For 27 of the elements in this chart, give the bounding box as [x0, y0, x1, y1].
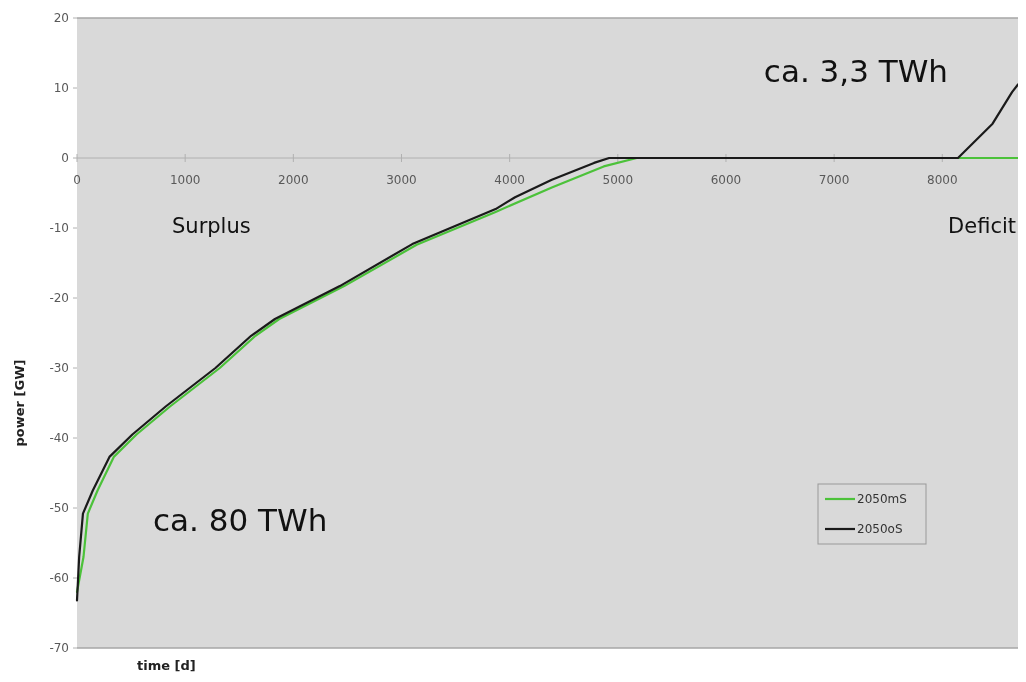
- x-tick-label: 0: [73, 173, 81, 187]
- x-tick-label: 5000: [602, 173, 634, 187]
- x-tick-label: 3000: [386, 173, 417, 187]
- x-tick-label: 6000: [710, 173, 742, 187]
- annotation: ca. 80 TWh: [153, 502, 328, 538]
- y-tick-label: 10: [53, 81, 69, 96]
- annotation: Deficit: [948, 214, 1016, 238]
- annotation: Surplus: [172, 214, 251, 238]
- annotation: ca. 3,3 TWh: [763, 53, 948, 89]
- x-tick-label: 7000: [818, 173, 850, 187]
- y-tick-label: -50: [49, 501, 69, 516]
- x-tick-label: 8000: [927, 173, 958, 187]
- y-tick-label: 20: [53, 11, 69, 26]
- y-tick-label: -60: [49, 571, 69, 586]
- y-tick-label: -70: [49, 641, 69, 656]
- x-axis-title: time [d]: [137, 658, 196, 673]
- x-tick-label: 1000: [169, 173, 201, 187]
- y-tick-label: 0: [61, 151, 69, 166]
- y-tick-label: -40: [49, 431, 69, 446]
- y-tick-label: -20: [49, 291, 69, 306]
- x-tick-label: 2000: [278, 173, 309, 187]
- y-tick-label: -30: [49, 361, 69, 376]
- legend-label: 2050mS: [857, 492, 907, 507]
- legend-label: 2050oS: [857, 522, 903, 537]
- y-tick-label: -10: [49, 221, 69, 236]
- y-axis-title: power [GW]: [12, 359, 27, 447]
- x-tick-label: 4000: [494, 173, 525, 187]
